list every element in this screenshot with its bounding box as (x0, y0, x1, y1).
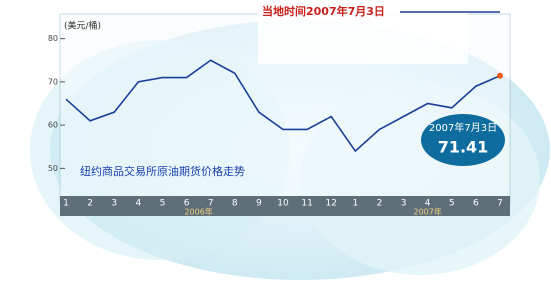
x-tick-label: 6 (473, 199, 479, 209)
x-tick-label: 1 (352, 199, 358, 209)
chart: (美元/桶) 纽约商品交易所原油期货价格走势 当地时间2007年7月3日 50 6… (0, 0, 551, 292)
x-tick-label: 3 (401, 199, 407, 209)
x-tick-label: 3 (111, 199, 117, 209)
x-tick-label: 8 (232, 199, 238, 209)
x-tick-label: 9 (256, 199, 262, 209)
year-label: 2006年 (184, 207, 212, 217)
x-tick-label: 5 (160, 199, 166, 209)
x-tick-label: 2 (377, 199, 383, 209)
subtitle: 纽约商品交易所原油期货价格走势 (80, 164, 245, 178)
x-tick-label: 5 (449, 199, 455, 209)
y-label: (美元/桶) (64, 20, 101, 32)
x-tick-label: 2 (87, 199, 93, 209)
badge: 2007年7月3日 71.41 (421, 114, 505, 166)
x-tick-label: 10 (277, 199, 289, 209)
x-tick-label: 12 (325, 199, 336, 209)
x-tick-label: 7 (497, 199, 503, 209)
x-tick-label: 1 (63, 199, 69, 209)
y-tick-label: 70 (48, 77, 58, 86)
x-tick-label: 4 (135, 199, 141, 209)
y-tick-label: 80 (48, 34, 58, 43)
badge-price: 71.41 (438, 138, 489, 157)
year-label: 2007年 (413, 207, 441, 217)
chart-title: 当地时间2007年7月3日 (262, 4, 385, 18)
highlight-point (497, 73, 503, 79)
x-tick-label: 11 (301, 199, 312, 209)
y-tick-label: 50 (48, 164, 58, 173)
badge-date: 2007年7月3日 (429, 121, 497, 134)
y-tick-label: 60 (48, 121, 58, 130)
